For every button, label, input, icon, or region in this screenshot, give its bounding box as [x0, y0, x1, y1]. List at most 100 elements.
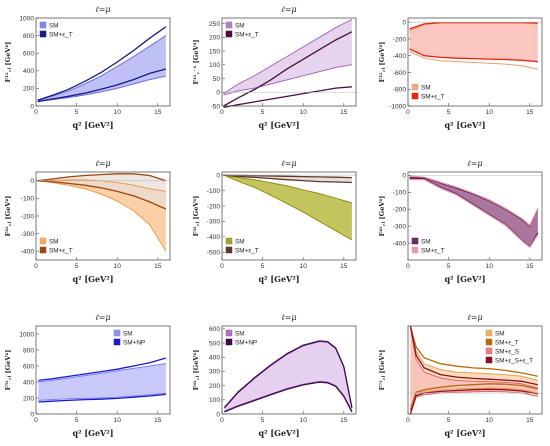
- x-axis-label: q² [GeV²]: [72, 274, 113, 284]
- y-axis-label: F⁴ᴸ,ⱼ [GeV⁴]: [378, 196, 386, 237]
- x-tick-label: 10: [114, 417, 122, 424]
- y-axis-label: F¹ᴸ,⁻¹ [GeV⁴]: [192, 40, 200, 85]
- y-tick-label: -400: [21, 249, 35, 256]
- legend-swatch: [485, 356, 493, 364]
- legend: SM SM+ε_T: [411, 83, 445, 101]
- line-2-lower: [409, 178, 539, 249]
- line-1-lower: [409, 178, 539, 248]
- x-tick-label: 10: [114, 109, 122, 116]
- x-tick-label: 5: [75, 109, 79, 116]
- line-1-lower: [223, 64, 352, 96]
- legend-swatch: [39, 237, 47, 245]
- x-tick-label: 5: [75, 263, 79, 270]
- line-2-upper: [223, 174, 352, 179]
- y-tick-label: -200: [21, 213, 35, 220]
- line-2-lower: [224, 381, 353, 413]
- y-tick-label: -1000: [389, 103, 406, 110]
- x-tick-label: 10: [114, 263, 122, 270]
- legend-swatch: [411, 237, 419, 245]
- legend-label: SM: [495, 331, 505, 338]
- line-2-upper: [409, 21, 538, 30]
- x-axis-label: q² [GeV²]: [444, 274, 485, 284]
- line-1-lower: [37, 180, 167, 252]
- line-1-upper: [37, 35, 167, 102]
- panel-5: ℓ=μ 0 5 10 15 -500 -400 -300 -200 -100 0 q² [GeV²] F…: [192, 159, 357, 284]
- y-tick-label: 200: [209, 383, 220, 390]
- y-tick-label: -100: [21, 196, 35, 203]
- legend-swatch: [113, 329, 121, 337]
- x-tick-label: 10: [486, 417, 494, 424]
- legend-label: SM: [235, 239, 245, 246]
- y-tick-label: 1000: [19, 15, 34, 22]
- panel-8: ℓ=μ 0 5 10 15 0 100 200 300 400 500 600 q² [GeV²] F⁶ᴸ…: [192, 313, 357, 438]
- panel-title: ℓ=μ: [95, 159, 110, 168]
- y-tick-label: -400: [393, 53, 407, 60]
- panel-title: ℓ=μ: [95, 5, 110, 14]
- y-tick-label: 800: [23, 347, 34, 354]
- line-2-lower: [37, 180, 167, 210]
- y-tick-label: -300: [207, 219, 221, 226]
- x-tick-label: 0: [34, 263, 38, 270]
- x-axis-label: q² [GeV²]: [258, 274, 299, 284]
- y-tick-label: -200: [393, 207, 407, 214]
- x-tick-label: 15: [340, 263, 348, 270]
- legend-swatch: [225, 246, 233, 254]
- y-tick-label: 400: [23, 68, 34, 75]
- legend-swatch: [39, 21, 47, 29]
- legend-swatch: [411, 92, 419, 100]
- legend-label: SM+ε_T: [421, 248, 445, 255]
- legend-swatch: [485, 329, 493, 337]
- x-tick-label: 5: [261, 417, 265, 424]
- y-axis-label: F¹ᴸ,ⱼ [GeV⁴]: [4, 42, 12, 83]
- y-tick-label: 0: [402, 19, 406, 26]
- legend-swatch: [225, 338, 233, 346]
- x-tick-label: 5: [75, 417, 79, 424]
- y-tick-label: -50: [210, 103, 220, 110]
- legend: SM SM+NP: [113, 329, 145, 347]
- legend-swatch: [39, 30, 47, 38]
- y-tick-label: -200: [207, 203, 221, 210]
- x-tick-label: 15: [526, 109, 534, 116]
- x-tick-label: 0: [34, 109, 38, 116]
- plot-frame: [221, 325, 357, 415]
- line-2-lower: [223, 86, 352, 109]
- y-tick-label: 300: [209, 369, 220, 376]
- line-1-lower: [223, 174, 353, 241]
- x-tick-label: 0: [34, 417, 38, 424]
- y-tick-label: 200: [23, 395, 34, 402]
- panel-title: ℓ=μ: [281, 5, 296, 14]
- panel-title: ℓ=μ: [281, 313, 296, 322]
- x-tick-label: 0: [406, 417, 410, 424]
- plot-frame: [407, 171, 543, 261]
- line-2-upper: [37, 173, 167, 182]
- legend-label: SM+ε_T: [235, 32, 259, 39]
- line-2-upper: [409, 325, 539, 377]
- x-tick-label: 15: [526, 263, 534, 270]
- x-tick-label: 5: [447, 109, 451, 116]
- x-tick-label: 15: [340, 109, 348, 116]
- legend-swatch: [485, 347, 493, 355]
- y-tick-label: 800: [23, 33, 34, 40]
- y-tick-label: 400: [209, 355, 220, 362]
- y-tick-label: -100: [207, 188, 221, 195]
- y-axis-label: F¹ᴸ,ⱼ [GeV⁴]: [378, 42, 386, 83]
- band-1: [37, 35, 166, 102]
- y-tick-label: 0: [30, 178, 34, 185]
- line-3-lower: [409, 390, 539, 415]
- line-2-lower: [409, 383, 539, 411]
- legend-swatch: [225, 237, 233, 245]
- y-tick-label: -200: [393, 36, 407, 43]
- line-1-upper: [38, 363, 166, 383]
- x-tick-label: 0: [220, 263, 224, 270]
- legend-label: SM: [235, 331, 245, 338]
- legend-label: SM: [49, 23, 59, 30]
- line-1-upper: [409, 325, 539, 381]
- y-tick-label: 0: [30, 411, 34, 418]
- line-2-lower: [223, 174, 352, 184]
- plot-frame: [407, 17, 543, 107]
- y-tick-label: -800: [393, 87, 407, 94]
- legend-label: SM+ε_T: [495, 340, 519, 347]
- y-tick-label: 600: [23, 363, 34, 370]
- legend-swatch: [411, 246, 419, 254]
- x-axis-label: q² [GeV²]: [444, 120, 485, 130]
